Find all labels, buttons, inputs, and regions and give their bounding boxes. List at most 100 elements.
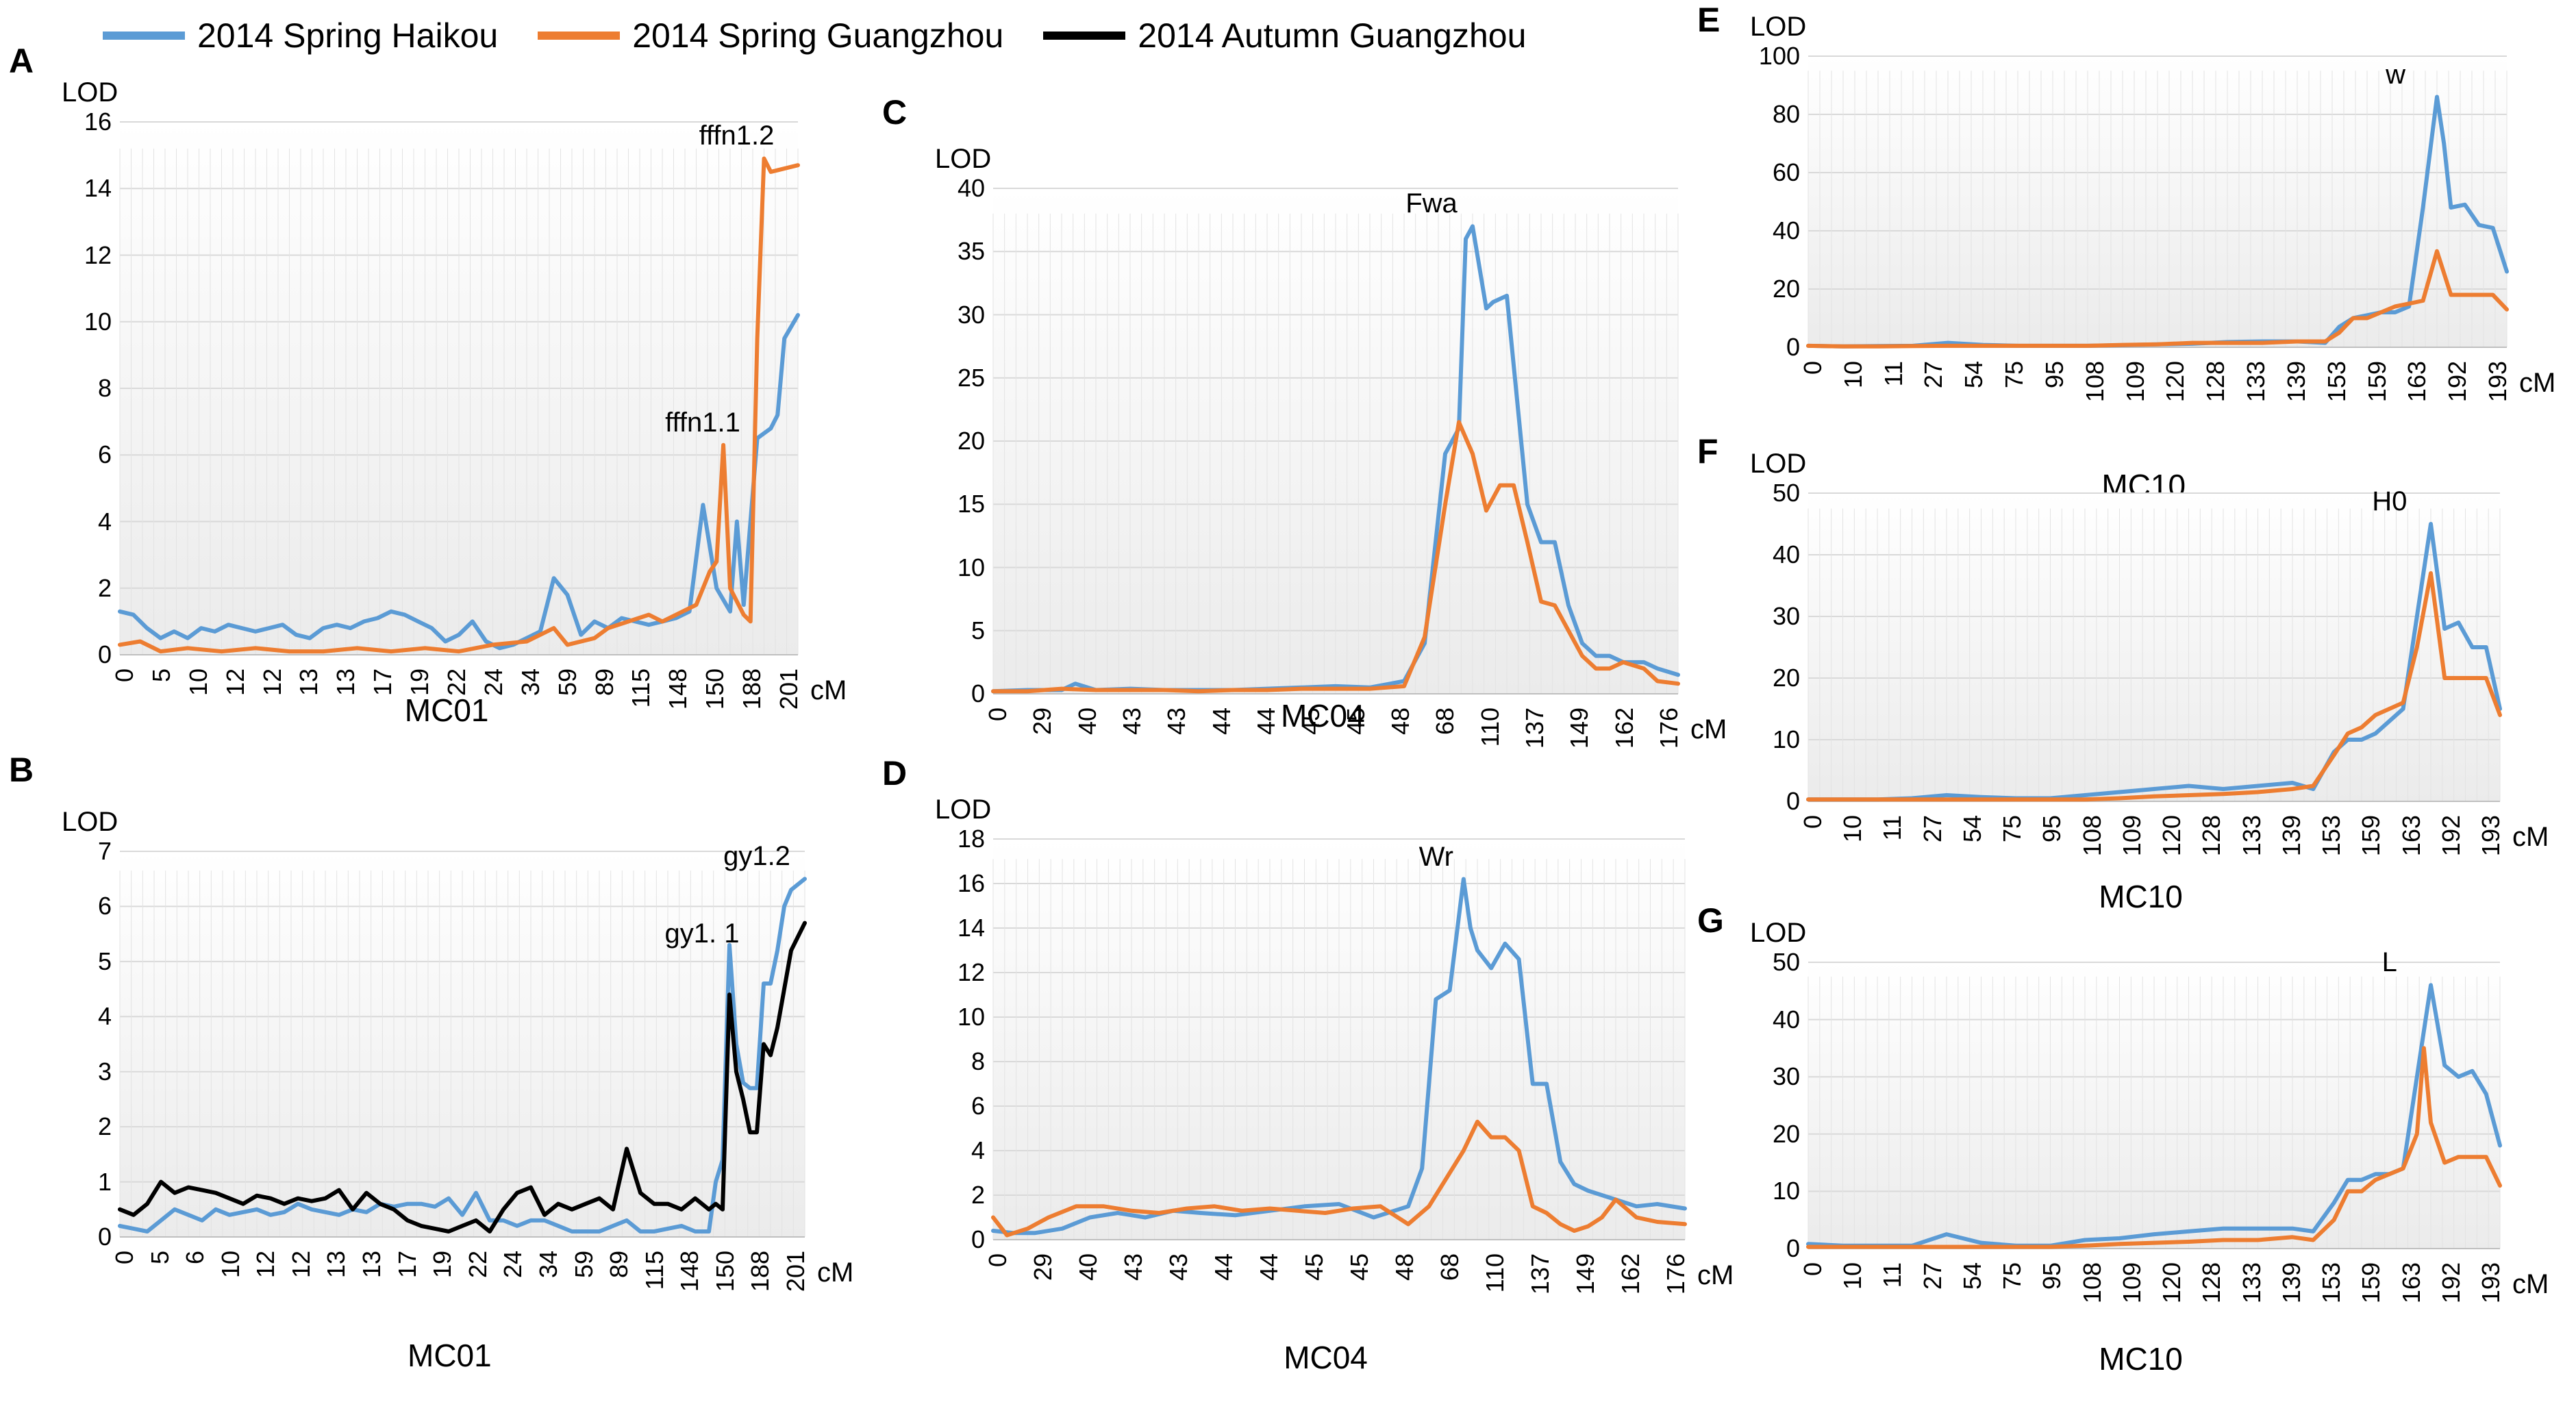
x-tick-label: 188	[738, 668, 766, 710]
x-tick-label: 163	[2403, 361, 2431, 403]
x-tick-label: 110	[1475, 708, 1504, 747]
x-tick-label: 45	[1300, 1253, 1328, 1281]
x-tick-label: 109	[2121, 361, 2149, 403]
x-axis-title: MC04	[1281, 698, 1365, 734]
x-tick-label: 95	[2038, 815, 2066, 843]
x-tick-label: 201	[781, 1251, 810, 1292]
x-tick-label: 12	[221, 668, 249, 697]
series-line-1	[1806, 571, 2502, 802]
x-tick-label: 43	[1118, 708, 1146, 736]
x-tick-label: 13	[358, 1251, 386, 1279]
x-tick-label: 43	[1119, 1253, 1147, 1281]
chart-panel-f: 0 10 20 30 40 50 0 10 11 27 54 75 95 108 109 120 128 133 1…	[1692, 431, 2576, 940]
x-tick-label: 176	[1662, 1253, 1690, 1295]
y-tick-label: 12	[957, 958, 985, 986]
y-tick-label: 35	[957, 237, 985, 266]
x-tick-label: 115	[627, 668, 655, 708]
x-tick-label: 27	[1919, 361, 1948, 389]
series-line-1	[1806, 1046, 2502, 1249]
x-tick-label: 149	[1571, 1253, 1599, 1295]
x-tick-label: 95	[2040, 361, 2068, 389]
x-tick-label: 109	[2117, 1262, 2146, 1304]
x-tick-label: 115	[640, 1251, 668, 1290]
x-unit-label: cM	[2512, 822, 2549, 852]
x-tick-label: 27	[1918, 815, 1947, 843]
series-line-1	[991, 420, 1680, 694]
x-tick-label: 40	[1074, 1253, 1102, 1281]
x-tick-label: 29	[1029, 1253, 1057, 1281]
series-line-1	[118, 921, 807, 1234]
x-tick-label: 6	[181, 1251, 210, 1265]
y-tick-label: 0	[1786, 787, 1800, 815]
x-tick-label: 159	[2357, 815, 2386, 857]
legend-swatch	[1043, 32, 1126, 40]
y-tick-label: 40	[1772, 540, 1800, 568]
x-tick-label: 43	[1164, 1253, 1192, 1281]
y-tick-label: 20	[1772, 275, 1800, 303]
x-tick-label: 192	[2436, 1262, 2465, 1304]
y-tick-label: 50	[1772, 479, 1800, 507]
y-tick-label: 20	[957, 427, 985, 455]
chart-panel-g: 0 10 20 30 40 50 0 10 11 27 54 75 95 108 109 120 128 133 1…	[1692, 901, 2576, 1402]
x-tick-label: 22	[463, 1251, 492, 1279]
legend-label: 2014 Spring Haikou	[197, 16, 499, 55]
x-axis-title: MC01	[404, 692, 489, 728]
x-tick-label: 162	[1610, 708, 1638, 749]
y-tick-label: 4	[971, 1136, 985, 1164]
y-tick-label: 15	[957, 490, 985, 518]
x-tick-label: 59	[553, 668, 582, 697]
y-tick-label: 0	[97, 1223, 112, 1251]
y-tick-label: 8	[971, 1047, 985, 1075]
x-tick-label: 137	[1526, 1253, 1554, 1295]
x-unit-label: cM	[2519, 368, 2556, 398]
x-tick-label: 128	[2197, 815, 2226, 857]
series-line-0	[118, 877, 807, 1234]
y-tick-label: 10	[957, 1003, 985, 1031]
x-tick-label: 34	[516, 668, 545, 697]
y-axis-label: LOD	[935, 144, 992, 174]
x-tick-label: 153	[2317, 1262, 2346, 1304]
x-tick-label: 0	[984, 708, 1012, 722]
peak-annotation: fffn1.1	[665, 407, 740, 438]
x-tick-label: 34	[534, 1251, 562, 1279]
x-tick-label: 95	[2038, 1262, 2066, 1290]
series-line-1	[991, 1119, 1687, 1238]
x-tick-label: 89	[605, 1251, 634, 1279]
x-tick-label: 11	[1878, 815, 1907, 841]
peak-annotation: Fwa	[1405, 188, 1458, 219]
y-tick-label: 25	[957, 363, 985, 392]
x-tick-label: 68	[1431, 708, 1460, 736]
y-tick-label: 30	[957, 300, 985, 329]
x-axis-title: MC10	[2099, 879, 2183, 914]
x-tick-label: 5	[147, 668, 175, 683]
peak-annotation: H0	[2372, 486, 2408, 516]
y-tick-label: 12	[84, 240, 112, 269]
series-line-1	[118, 156, 800, 654]
x-unit-label: cM	[810, 675, 847, 705]
peak-annotation: gy1. 1	[664, 918, 740, 949]
x-tick-label: 109	[2117, 815, 2146, 857]
x-tick-label: 108	[2077, 1262, 2106, 1304]
chart-svg	[991, 188, 1680, 694]
chart-svg	[1806, 492, 2502, 802]
y-tick-label: 10	[84, 307, 112, 336]
x-tick-label: 133	[2242, 361, 2271, 403]
y-tick-label: 1	[97, 1167, 112, 1196]
x-tick-label: 159	[2357, 1262, 2386, 1304]
x-tick-label: 13	[332, 668, 360, 697]
x-tick-label: 27	[1918, 1262, 1947, 1290]
y-tick-label: 2	[97, 573, 112, 602]
x-tick-label: 193	[2477, 815, 2505, 857]
chart-svg	[991, 838, 1687, 1240]
x-axis-title: MC04	[1284, 1340, 1368, 1375]
chart-panel-c: 0 5 10 15 20 25 30 35 40 0 29 40 43 43 44 44 45 45 48 68 110…	[877, 92, 1767, 759]
x-tick-label: 0	[1799, 361, 1827, 375]
x-tick-label: 133	[2237, 815, 2266, 857]
x-tick-label: 29	[1028, 708, 1057, 736]
x-tick-label: 54	[1958, 1262, 1986, 1290]
y-tick-label: 50	[1772, 948, 1800, 976]
x-tick-label: 148	[664, 668, 692, 710]
chart-panel-e: 0 20 40 60 80 100 0 10 11 27 54 75 95 108 109 120 128 133…	[1692, 0, 2576, 529]
x-tick-label: 128	[2197, 1262, 2226, 1304]
